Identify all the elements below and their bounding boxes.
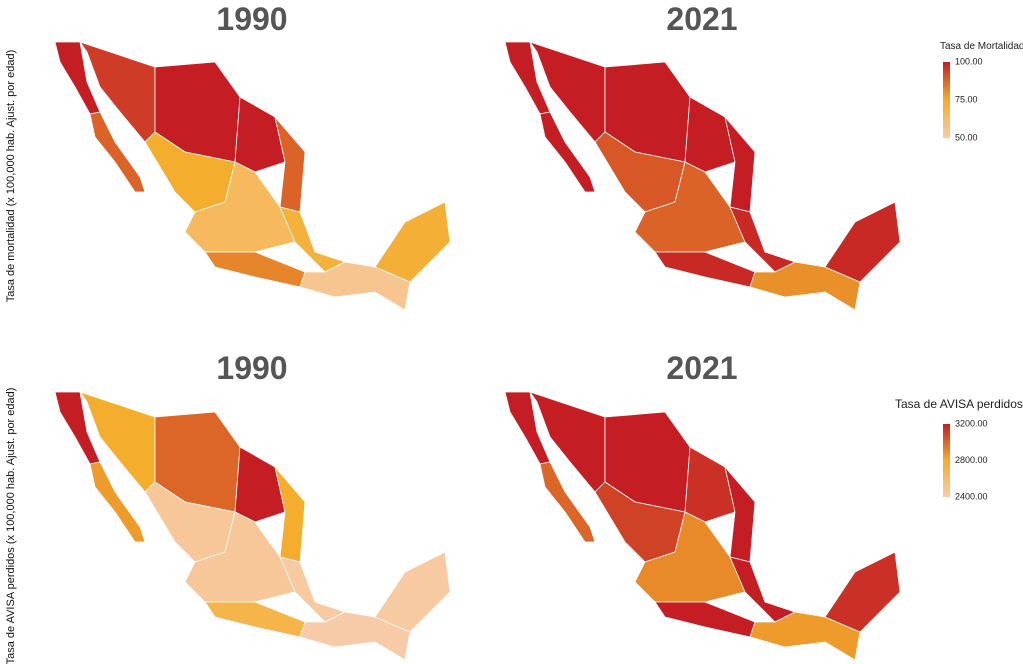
row-label: Tasa de AVISA perdidos (x 100,000 hab. A…: [5, 388, 17, 664]
colorbar-tick-label: 75.00: [955, 94, 978, 104]
state-region: [654, 251, 756, 288]
state-region: [274, 116, 306, 213]
state-region: [274, 466, 306, 563]
state-region: [724, 466, 756, 563]
colorbar-tick-label: 2400.00: [955, 491, 988, 501]
row-label: Tasa de mortalidad (x 100,000 hab. Ajust…: [5, 50, 17, 303]
map-title: 1990: [216, 1, 287, 37]
state-region: [89, 461, 146, 543]
state-region: [89, 111, 146, 193]
state-region: [374, 551, 451, 633]
state-region: [204, 601, 306, 638]
state-region: [539, 111, 596, 193]
colorbar-title: Tasa de Mortalidad: [940, 41, 1023, 52]
state-region: [824, 551, 901, 633]
colorbar: [943, 424, 950, 497]
state-region: [824, 201, 901, 283]
colorbar-tick-label: 3200.00: [955, 418, 988, 428]
state-region: [374, 201, 451, 283]
colorbar-tick-label: 2800.00: [955, 455, 988, 465]
colorbar-tick-label: 100.00: [955, 56, 983, 66]
colorbar-title: Tasa de AVISA perdidos: [895, 397, 1023, 411]
map: [54, 41, 451, 311]
colorbar: [943, 62, 950, 138]
map-title: 1990: [216, 350, 287, 386]
map: [54, 391, 451, 661]
state-region: [684, 96, 736, 173]
state-region: [654, 601, 756, 638]
map-title: 2021: [666, 1, 737, 37]
map: [504, 41, 901, 311]
colorbar-tick-label: 50.00: [955, 132, 978, 142]
state-region: [204, 251, 306, 288]
map-title: 2021: [666, 350, 737, 386]
state-region: [684, 446, 736, 523]
state-region: [724, 116, 756, 213]
state-region: [539, 461, 596, 543]
state-region: [234, 96, 286, 173]
map: [504, 391, 901, 661]
state-region: [234, 446, 286, 523]
